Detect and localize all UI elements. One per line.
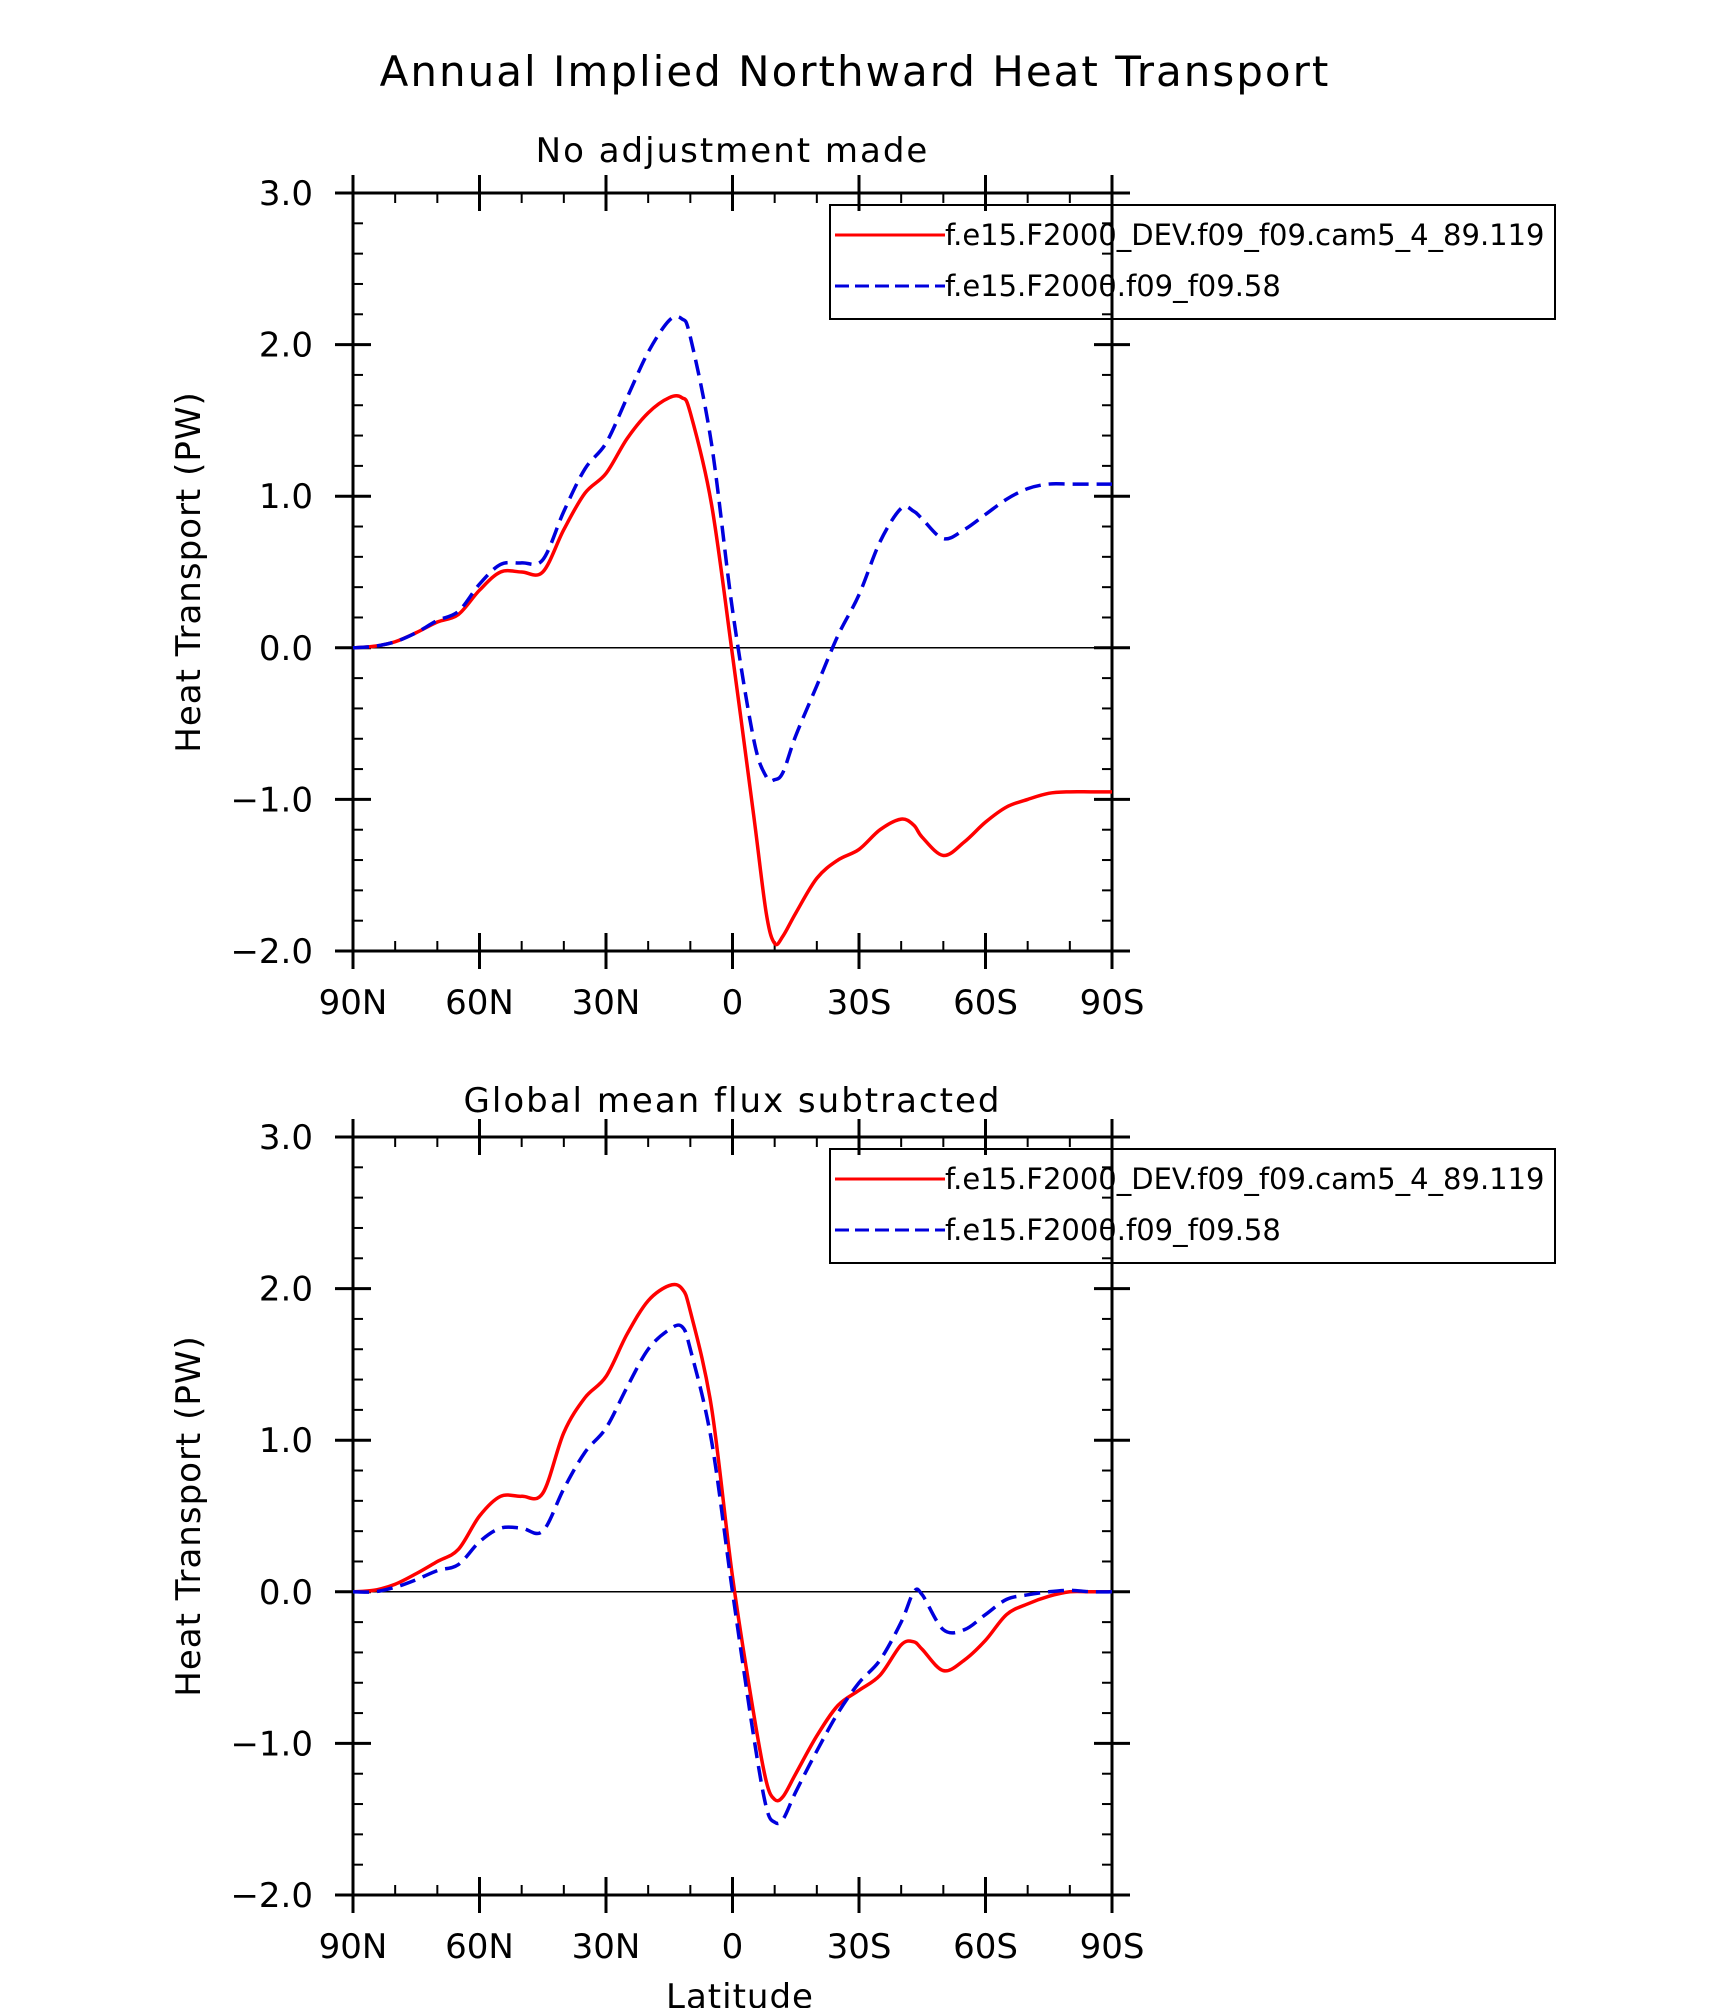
series-line-1 <box>352 1282 1112 1803</box>
legend-label-1: f.e15.F2000_DEV.f09_f09.cam5_4_89.119 <box>945 218 1545 252</box>
series-line-1 <box>352 394 1112 947</box>
x-tick-label: 90S <box>1080 983 1145 1023</box>
y-axis-label: Heat Transport (PW) <box>169 1335 209 1696</box>
panel-bottom: Global mean flux subtracted Heat Transpor… <box>169 1081 1556 1967</box>
y-axis-label: Heat Transport (PW) <box>169 391 209 752</box>
x-tick-label: 30S <box>827 1927 892 1967</box>
plot-frame <box>351 1135 1114 1897</box>
y-tick-label: 2.0 <box>259 1270 313 1310</box>
legend-box <box>829 1148 1556 1264</box>
chart-subtitle: Global mean flux subtracted <box>464 1081 1002 1121</box>
legend-label-2: f.e15.F2000.f09_f09.58 <box>945 1213 1281 1247</box>
y-tick-label: 1.0 <box>259 477 313 517</box>
y-tick-label: 1.0 <box>259 1421 313 1461</box>
plot-frame <box>351 191 1114 953</box>
y-tick-label: 0.0 <box>259 1573 313 1613</box>
legend-label-2: f.e15.F2000.f09_f09.58 <box>945 269 1281 303</box>
panel-top: No adjustment made Heat Transport (PW) −2.… <box>169 131 1556 1023</box>
x-tick-label: 30N <box>572 1927 641 1967</box>
x-tick-label: 30S <box>827 983 892 1023</box>
x-tick-label: 30N <box>572 983 641 1023</box>
series-line-2 <box>352 1323 1113 1826</box>
x-tick-label: 90N <box>319 983 388 1023</box>
y-tick-label: 2.0 <box>259 326 313 366</box>
series-line-2 <box>352 314 1112 783</box>
y-tick-label: 3.0 <box>259 174 313 214</box>
x-tick-label: 90N <box>319 1927 388 1967</box>
x-axis-label: Latitude <box>666 1977 814 2008</box>
y-tick-label: −2.0 <box>230 1876 313 1916</box>
legend-label-1: f.e15.F2000_DEV.f09_f09.cam5_4_89.119 <box>945 1162 1545 1196</box>
x-tick-label: 0 <box>722 1927 744 1967</box>
figure-title: Annual Implied Northward Heat Transport <box>380 47 1331 96</box>
x-tick-label: 60N <box>445 1927 514 1967</box>
x-tick-label: 60S <box>953 1927 1018 1967</box>
y-tick-label: 0.0 <box>259 629 313 669</box>
x-tick-label: 60S <box>953 983 1018 1023</box>
x-tick-label: 60N <box>445 983 514 1023</box>
legend-box <box>829 204 1556 320</box>
y-tick-label: 3.0 <box>259 1118 313 1158</box>
y-tick-label: −1.0 <box>230 780 313 820</box>
y-tick-label: −2.0 <box>230 932 313 972</box>
y-tick-label: −1.0 <box>230 1724 313 1764</box>
chart-subtitle: No adjustment made <box>536 131 930 171</box>
x-tick-label: 90S <box>1080 1927 1145 1967</box>
x-tick-label: 0 <box>722 983 744 1023</box>
